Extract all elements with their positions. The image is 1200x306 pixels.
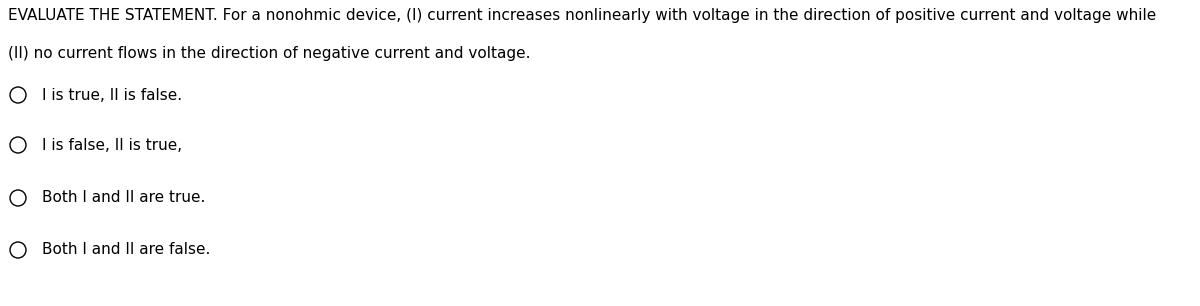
Text: I is false, II is true,: I is false, II is true, bbox=[42, 137, 182, 152]
Text: Both I and II are true.: Both I and II are true. bbox=[42, 191, 205, 206]
Text: Both I and II are false.: Both I and II are false. bbox=[42, 242, 210, 258]
Text: (II) no current flows in the direction of negative current and voltage.: (II) no current flows in the direction o… bbox=[8, 46, 530, 61]
Text: I is true, II is false.: I is true, II is false. bbox=[42, 88, 182, 103]
Text: EVALUATE THE STATEMENT. For a nonohmic device, (I) current increases nonlinearly: EVALUATE THE STATEMENT. For a nonohmic d… bbox=[8, 8, 1157, 23]
